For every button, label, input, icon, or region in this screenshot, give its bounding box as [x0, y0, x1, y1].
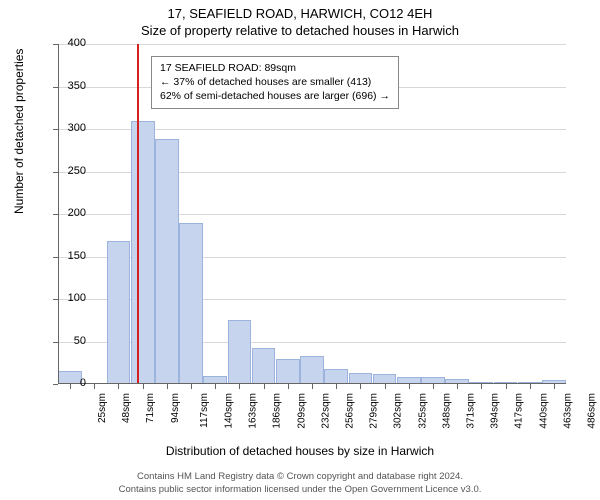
- chart-plot-area: 25sqm48sqm71sqm94sqm117sqm140sqm163sqm18…: [58, 44, 566, 384]
- xtick-label: 279sqm: [369, 393, 380, 429]
- annotation-line: 62% of semi-detached houses are larger (…: [160, 89, 390, 103]
- ytick-label: 100: [56, 292, 86, 304]
- ytick-label: 250: [56, 165, 86, 177]
- ytick-label: 300: [56, 122, 86, 134]
- annotation-box: 17 SEAFIELD ROAD: 89sqm← 37% of detached…: [151, 56, 399, 109]
- histogram-bar: [107, 241, 131, 384]
- xtick-label: 48sqm: [121, 393, 132, 423]
- xtick-label: 163sqm: [248, 393, 259, 429]
- xtick-label: 232sqm: [320, 393, 331, 429]
- ytick-label: 150: [56, 250, 86, 262]
- xtick-mark: [433, 384, 434, 389]
- xtick-mark: [215, 384, 216, 389]
- xtick-label: 394sqm: [490, 393, 501, 429]
- xtick-mark: [360, 384, 361, 389]
- gridline: [58, 44, 566, 45]
- xtick-mark: [239, 384, 240, 389]
- x-axis-label: Distribution of detached houses by size …: [0, 444, 600, 458]
- ytick-label: 400: [56, 37, 86, 49]
- xtick-label: 25sqm: [97, 393, 108, 423]
- property-marker-line: [137, 44, 139, 384]
- xtick-label: 302sqm: [393, 393, 404, 429]
- ytick-label: 50: [56, 335, 86, 347]
- xtick-label: 94sqm: [170, 393, 181, 423]
- xtick-label: 140sqm: [224, 393, 235, 429]
- xtick-label: 256sqm: [345, 393, 356, 429]
- histogram-bar: [252, 348, 276, 384]
- histogram-bar: [300, 356, 324, 384]
- xtick-label: 71sqm: [145, 393, 156, 423]
- xtick-mark: [336, 384, 337, 389]
- histogram-bar: [179, 223, 203, 385]
- xtick-label: 371sqm: [466, 393, 477, 429]
- xtick-mark: [288, 384, 289, 389]
- ytick-label: 0: [56, 377, 86, 389]
- xtick-mark: [530, 384, 531, 389]
- xtick-mark: [118, 384, 119, 389]
- xtick-mark: [409, 384, 410, 389]
- histogram-bar: [324, 369, 348, 384]
- annotation-line: ← 37% of detached houses are smaller (41…: [160, 75, 390, 89]
- xtick-mark: [506, 384, 507, 389]
- footer-line-2: Contains public sector information licen…: [0, 484, 600, 496]
- xtick-label: 325sqm: [417, 393, 428, 429]
- footer-line-1: Contains HM Land Registry data © Crown c…: [0, 471, 600, 483]
- xtick-label: 186sqm: [272, 393, 283, 429]
- histogram-bar: [155, 139, 179, 384]
- histogram-bar: [228, 320, 252, 384]
- xtick-label: 440sqm: [538, 393, 549, 429]
- annotation-line: 17 SEAFIELD ROAD: 89sqm: [160, 61, 390, 75]
- xtick-mark: [554, 384, 555, 389]
- x-axis: [58, 383, 566, 384]
- page-title-2: Size of property relative to detached ho…: [0, 21, 600, 38]
- xtick-mark: [191, 384, 192, 389]
- xtick-mark: [94, 384, 95, 389]
- histogram-bar: [131, 121, 155, 385]
- ytick-label: 200: [56, 207, 86, 219]
- xtick-label: 117sqm: [199, 393, 210, 428]
- footer-attribution: Contains HM Land Registry data © Crown c…: [0, 471, 600, 496]
- xtick-mark: [481, 384, 482, 389]
- xtick-label: 417sqm: [514, 393, 525, 429]
- xtick-label: 209sqm: [296, 393, 307, 429]
- ytick-label: 350: [56, 80, 86, 92]
- xtick-label: 486sqm: [586, 393, 597, 429]
- xtick-mark: [312, 384, 313, 389]
- xtick-mark: [385, 384, 386, 389]
- y-axis-label: Number of detached properties: [12, 49, 26, 214]
- xtick-mark: [457, 384, 458, 389]
- xtick-label: 348sqm: [441, 393, 452, 429]
- xtick-mark: [264, 384, 265, 389]
- xtick-mark: [143, 384, 144, 389]
- page-title-1: 17, SEAFIELD ROAD, HARWICH, CO12 4EH: [0, 0, 600, 21]
- xtick-mark: [167, 384, 168, 389]
- xtick-label: 463sqm: [562, 393, 573, 429]
- histogram-bar: [276, 359, 300, 385]
